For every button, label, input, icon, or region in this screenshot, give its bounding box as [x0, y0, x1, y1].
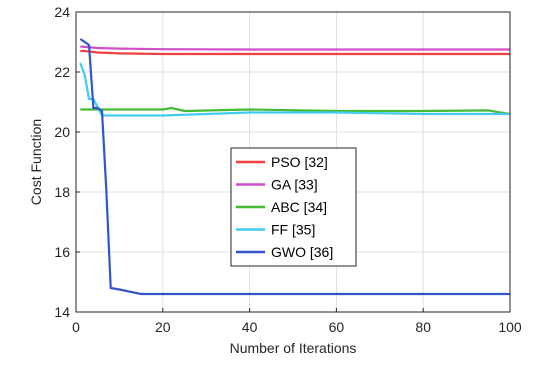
- legend-label-gwo: GWO [36]: [271, 244, 333, 260]
- y-tick-label: 24: [54, 4, 70, 20]
- y-tick-label: 20: [54, 124, 70, 140]
- y-axis-label: Cost Function: [28, 119, 44, 205]
- x-tick-label: 20: [155, 319, 171, 335]
- series-line-ga: [80, 45, 510, 51]
- legend-label-pso: PSO [32]: [271, 154, 328, 170]
- legend-label-ff: FF [35]: [271, 222, 315, 238]
- legend-label-abc: ABC [34]: [271, 199, 327, 215]
- series-line-gwo: [79, 38, 510, 296]
- legend-label-ga: GA [33]: [271, 177, 318, 193]
- x-tick-label: 100: [498, 319, 522, 335]
- x-tick-label: 0: [72, 319, 80, 335]
- series-layer: [79, 38, 511, 296]
- series-line-ff: [79, 62, 510, 117]
- legend: PSO [32] GA [33] ABC [34] FF [35] GWO [36]: [230, 147, 357, 267]
- y-tick-label: 14: [54, 304, 70, 320]
- y-tick-label: 22: [54, 64, 70, 80]
- ticks: 0 20 40 60 80 100 14 16 18 20 22 24: [54, 4, 521, 335]
- x-tick-label: 80: [415, 319, 431, 335]
- x-axis-label: Number of Iterations: [230, 340, 357, 356]
- series-line-abc: [80, 106, 511, 116]
- plot-frame: [75, 11, 511, 313]
- y-tick-label: 16: [54, 244, 70, 260]
- x-tick-label: 40: [242, 319, 258, 335]
- x-tick-label: 60: [329, 319, 345, 335]
- y-tick-label: 18: [54, 184, 70, 200]
